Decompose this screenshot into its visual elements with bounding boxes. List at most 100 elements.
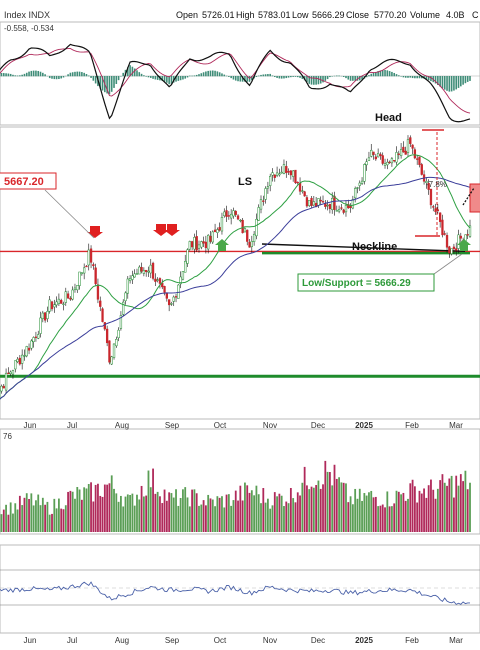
volume-bar (177, 505, 180, 532)
macd-histogram-bar (23, 73, 26, 77)
macd-histogram-bar (425, 76, 428, 80)
macd-histogram-bar (257, 75, 260, 77)
volume-bar (377, 506, 380, 532)
volume-bar (345, 483, 347, 532)
volume-bar (140, 485, 143, 532)
candle-body (271, 172, 274, 176)
ma-slow-line (0, 176, 471, 400)
candle-body (151, 262, 155, 279)
macd-histogram-bar (156, 76, 159, 80)
macd-histogram-bar (202, 72, 205, 77)
support-box (297, 273, 435, 292)
macd-histogram-bar (352, 76, 354, 81)
sell-arrow-icon (164, 224, 180, 236)
candle-body (425, 181, 428, 184)
macd-plot (0, 43, 480, 123)
candle-body (282, 164, 286, 174)
macd-histogram-bar (94, 76, 97, 84)
volume-bar (287, 503, 290, 532)
candle-body (57, 298, 61, 304)
candle-body (370, 149, 373, 157)
volume-bar (57, 498, 60, 532)
macd-histogram-bar (129, 65, 131, 77)
volume-bar (244, 482, 246, 532)
candle-body (367, 157, 371, 161)
macd-histogram-bar (462, 76, 464, 85)
macd-values-label: -0.558, -0.534 (4, 24, 54, 33)
volume-bar (363, 493, 366, 532)
volume-bar (335, 478, 338, 532)
candle-body (411, 144, 414, 149)
macd-histogram-bar (87, 75, 90, 77)
macd-histogram-bar (85, 74, 88, 77)
candle-body (197, 244, 201, 249)
macd-histogram-bar (172, 76, 175, 83)
ohlc-volume-label: Volume (410, 10, 440, 20)
volume-bar (46, 501, 49, 532)
macd-histogram-bar (110, 76, 113, 92)
candle-body (142, 270, 146, 274)
x-tick-label-bottom: Nov (263, 636, 277, 645)
candle-body (441, 219, 444, 236)
macd-histogram-bar (184, 76, 187, 79)
candle-body (303, 191, 306, 197)
macd-histogram-bar (179, 76, 182, 81)
volume-bar (74, 498, 76, 532)
macd-histogram-bar (294, 76, 297, 77)
volume-bar (138, 499, 141, 532)
volume-bar (71, 491, 74, 532)
volume-bar (44, 504, 47, 532)
volume-bar (464, 470, 467, 532)
macd-histogram-bar (186, 76, 189, 78)
macd-histogram-bar (276, 76, 278, 78)
macd-histogram-bar (441, 76, 444, 89)
volume-bar (12, 513, 14, 532)
macd-histogram-bar (55, 76, 58, 80)
candle-body (145, 269, 148, 273)
candle-body (381, 155, 384, 164)
neckline-label: Neckline (352, 241, 397, 253)
candle-body (62, 303, 65, 305)
volume-bar (317, 480, 320, 532)
macd-histogram-bar (434, 76, 437, 84)
relative-plot (0, 569, 480, 606)
candle-body (156, 279, 159, 281)
volume-bar (430, 479, 432, 532)
macd-histogram-bar (205, 71, 207, 77)
volume-bar (379, 505, 382, 532)
volume-bar (124, 496, 127, 532)
volume-bar (326, 471, 329, 532)
ohlc-trail: C (472, 10, 479, 20)
macd-histogram-bar (92, 76, 95, 81)
macd-histogram-bar (30, 70, 33, 77)
candle-body (76, 285, 79, 291)
candle-body (351, 199, 355, 209)
ohlc-open: 5726.01 (202, 10, 235, 20)
macd-histogram-bar (443, 76, 446, 90)
candle-body (229, 213, 233, 219)
volume-bar (216, 496, 219, 532)
macd-histogram-bar (161, 76, 164, 81)
candle-body (7, 372, 10, 375)
macd-histogram-bar (296, 76, 299, 78)
volume-bar (374, 496, 377, 532)
candle-body (25, 346, 28, 357)
macd-histogram-bar (106, 76, 108, 94)
macd-histogram-bar (391, 71, 393, 77)
candle-body (429, 188, 433, 206)
volume-bar (312, 487, 315, 532)
volume-bar (391, 506, 393, 532)
candle-body (278, 173, 281, 176)
candle-body (280, 171, 283, 174)
macd-histogram-bar (48, 76, 51, 79)
candle-body (16, 358, 19, 362)
x-tick-label-top: Sep (165, 421, 180, 430)
candle-body (459, 235, 462, 239)
candle-body (186, 249, 189, 264)
macd-histogram-bar (230, 76, 232, 79)
macd-histogram-bar (365, 76, 368, 78)
macd-histogram-bar (262, 74, 265, 77)
macd-histogram-bar (244, 76, 246, 82)
macd-histogram-bar (271, 75, 274, 77)
